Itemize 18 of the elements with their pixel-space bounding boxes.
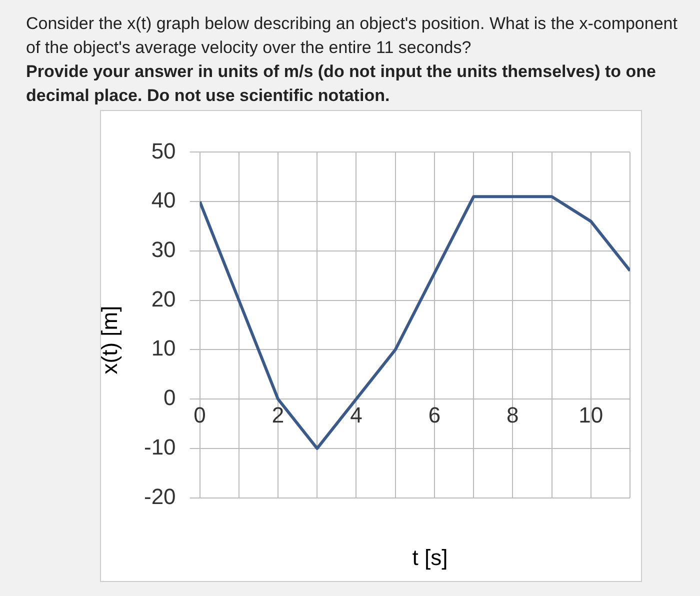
chart-title: Consider the x(t) graph below describing an object's position. What is the x-component of the object's average velocity over the entire 11 seconds?	[26, 14, 678, 57]
x-tick-label: 0	[194, 402, 206, 428]
x-tick-label: 8	[506, 402, 519, 428]
y-tick-label: -20	[144, 484, 176, 509]
y-tick-label: 30	[151, 237, 176, 262]
y-tick-label: 10	[151, 336, 176, 361]
x-axis-title: t [s]	[412, 545, 448, 571]
y-tick-label: 20	[151, 286, 176, 312]
y-tick-label: -10	[144, 434, 176, 460]
x-tick-label: 4	[350, 402, 362, 428]
x-tick-label: 10	[578, 402, 604, 428]
y-tick-label: 50	[151, 138, 176, 164]
y-tick-label: 40	[151, 188, 176, 213]
x-tick-label: 2	[272, 402, 284, 428]
y-tick-label: 0	[164, 385, 176, 410]
x-tick-label: 6	[428, 402, 441, 428]
chart-subtitle: Provide your answer in units of m/s (do not input the units themselves) to one decimal place. Do not use scientific notation.	[26, 61, 658, 107]
y-axis-title: x(t) [m]	[97, 306, 123, 374]
